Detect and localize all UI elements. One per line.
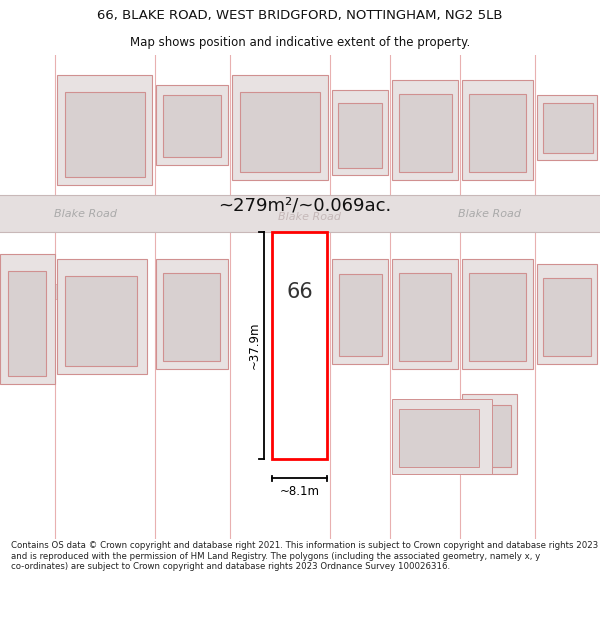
Bar: [332, 90, 388, 175]
Bar: [468, 405, 511, 467]
Bar: [338, 103, 382, 168]
Bar: [332, 259, 388, 364]
Bar: [156, 85, 228, 165]
Bar: [469, 94, 526, 172]
Bar: [65, 92, 145, 177]
Text: ~37.9m: ~37.9m: [248, 322, 260, 369]
Text: Blake Road: Blake Road: [458, 209, 521, 219]
Bar: [57, 75, 152, 185]
Bar: [272, 232, 327, 459]
Bar: [399, 409, 479, 467]
Bar: [0, 254, 55, 384]
Bar: [462, 80, 533, 180]
Bar: [163, 272, 220, 361]
Bar: [543, 278, 591, 356]
Text: Contains OS data © Crown copyright and database right 2021. This information is : Contains OS data © Crown copyright and d…: [11, 541, 598, 571]
Bar: [537, 264, 597, 364]
Text: ~8.1m: ~8.1m: [280, 485, 320, 498]
Bar: [543, 103, 593, 153]
Bar: [537, 95, 597, 160]
Bar: [240, 92, 320, 172]
Bar: [469, 272, 526, 361]
Bar: [392, 259, 458, 369]
Text: ~279m²/~0.069ac.: ~279m²/~0.069ac.: [218, 196, 392, 214]
Text: Blake Road: Blake Road: [53, 209, 116, 219]
Text: 66, BLAKE ROAD, WEST BRIDGFORD, NOTTINGHAM, NG2 5LB: 66, BLAKE ROAD, WEST BRIDGFORD, NOTTINGH…: [97, 9, 503, 22]
Bar: [232, 75, 328, 180]
Bar: [392, 399, 492, 474]
Bar: [462, 394, 517, 474]
Text: Blake Road: Blake Road: [278, 211, 341, 221]
Bar: [399, 94, 452, 172]
Bar: [392, 80, 458, 180]
Bar: [0, 299, 55, 324]
Bar: [163, 95, 221, 157]
Bar: [462, 259, 533, 369]
Bar: [65, 276, 137, 366]
Bar: [57, 259, 147, 374]
Bar: [0, 284, 90, 299]
Bar: [8, 271, 46, 376]
Bar: [339, 274, 382, 356]
Bar: [0, 195, 600, 232]
Text: 66: 66: [286, 282, 313, 302]
Bar: [399, 272, 451, 361]
Bar: [156, 259, 228, 369]
Text: Map shows position and indicative extent of the property.: Map shows position and indicative extent…: [130, 36, 470, 49]
